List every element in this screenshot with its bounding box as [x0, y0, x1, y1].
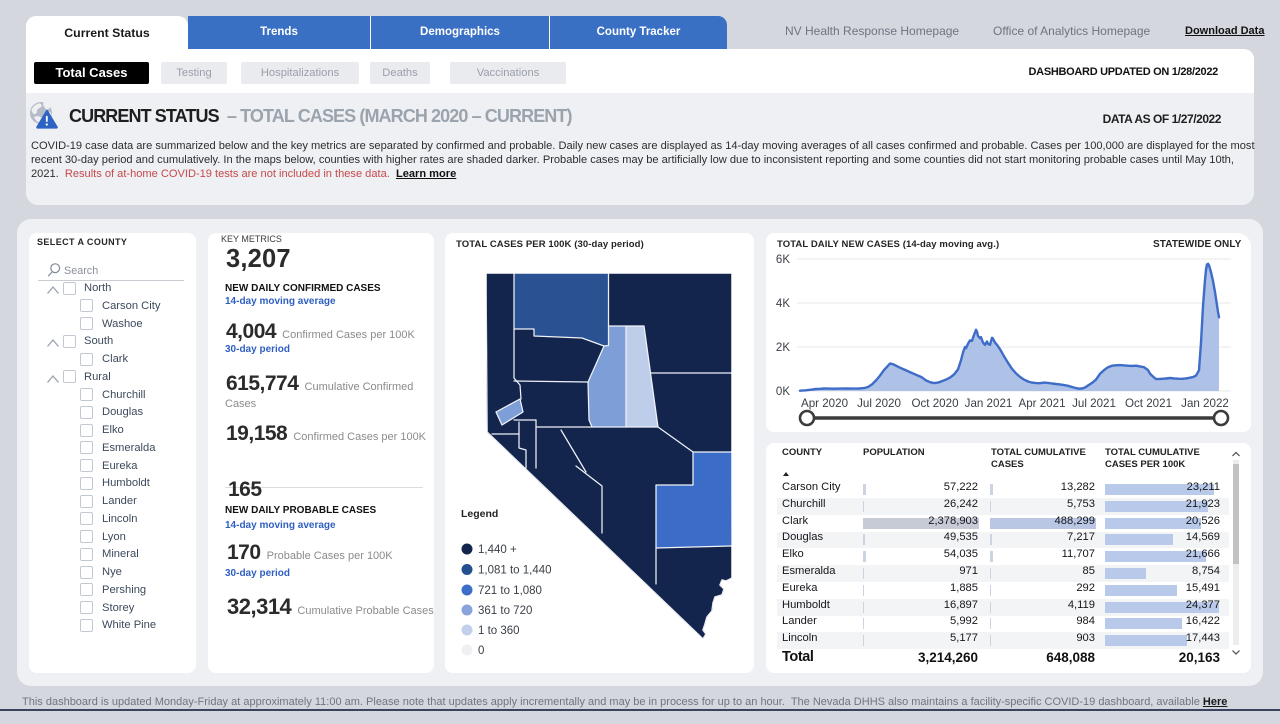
svg-text:Apr 2021: Apr 2021: [1018, 397, 1065, 410]
svg-text:2K: 2K: [776, 342, 790, 354]
svg-text:1,440 +: 1,440 +: [478, 544, 517, 556]
svg-text:Oct 2021: Oct 2021: [1125, 397, 1172, 410]
svg-text:1 to 360: 1 to 360: [478, 625, 520, 637]
svg-text:Jul 2021: Jul 2021: [1072, 397, 1116, 410]
svg-text:721 to 1,080: 721 to 1,080: [478, 585, 542, 597]
svg-text:0K: 0K: [776, 386, 790, 398]
svg-text:Apr 2020: Apr 2020: [801, 397, 848, 410]
svg-text:Jan 2021: Jan 2021: [965, 397, 1013, 410]
svg-text:1,081 to 1,440: 1,081 to 1,440: [478, 565, 552, 577]
svg-text:Jan 2022: Jan 2022: [1181, 397, 1229, 410]
svg-text:6K: 6K: [776, 254, 790, 266]
svg-text:Oct 2020: Oct 2020: [911, 397, 958, 410]
svg-text:361 to 720: 361 to 720: [478, 605, 532, 617]
svg-text:Jul 2020: Jul 2020: [857, 397, 901, 410]
svg-text:4K: 4K: [776, 298, 790, 310]
svg-text:0: 0: [478, 645, 484, 657]
